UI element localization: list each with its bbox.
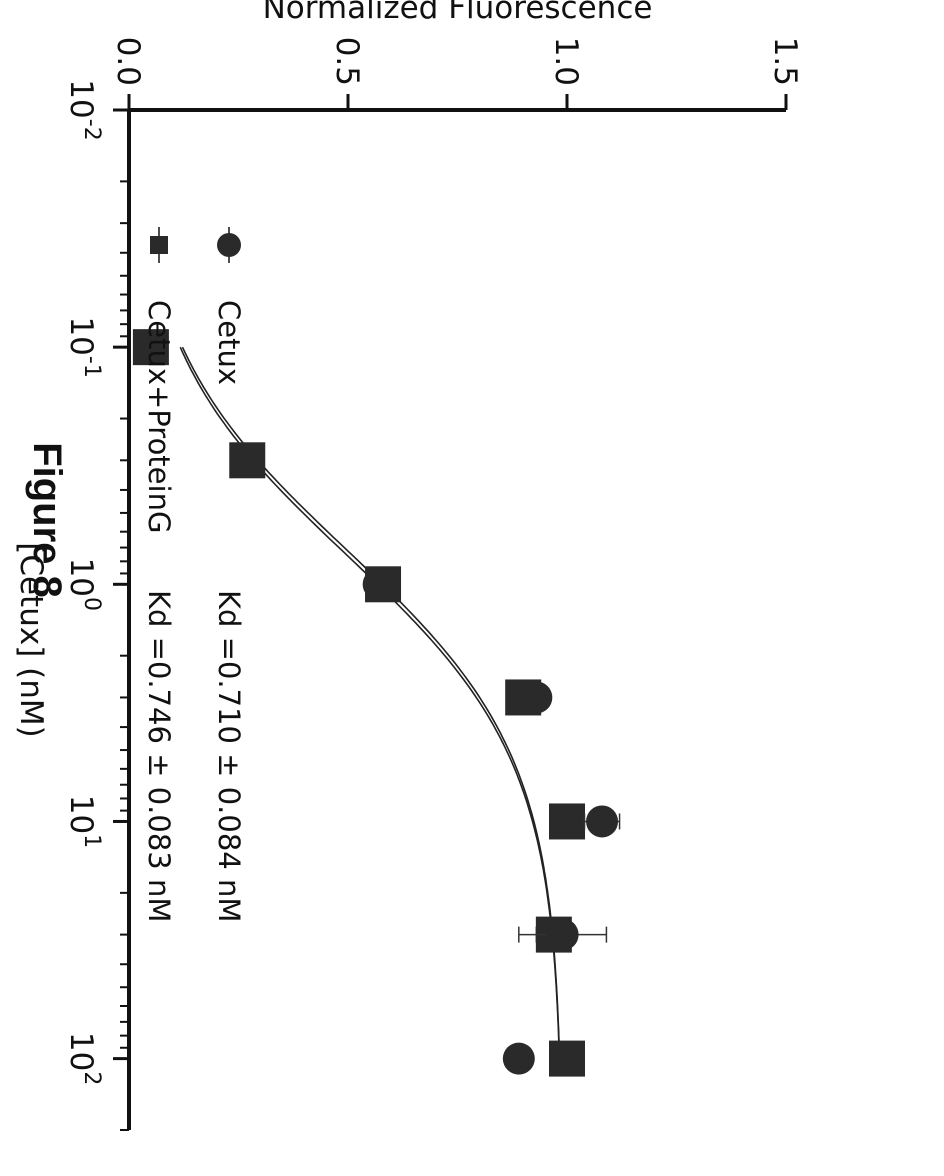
y-tick-label: 1.5 (767, 37, 803, 86)
y-tick-label: 0.5 (329, 37, 365, 86)
data-point-square (549, 1040, 585, 1077)
x-tick-exponent: -2 (79, 119, 104, 141)
data-point-circle (520, 681, 553, 714)
x-tick-base: 10 (63, 558, 99, 597)
legend-marker-circle (217, 233, 241, 257)
x-tick-base: 10 (63, 1032, 99, 1071)
data-point-circle (134, 331, 167, 364)
x-tick-base: 10 (63, 316, 99, 355)
y-axis-title: Normalized Fluorescence (263, 0, 653, 26)
x-tick-exponent: -1 (79, 356, 104, 378)
legend-kd-value: Kd =0.746 ± 0.083 nM (142, 590, 176, 922)
x-tick-label: 10-2 (63, 79, 104, 140)
data-point-circle (546, 918, 579, 951)
data-point-circle (362, 568, 395, 601)
x-tick-exponent: 0 (79, 597, 104, 611)
x-tick-label: 100 (63, 558, 104, 611)
legend: Cetux+ProteinG Kd =0.746 ± 0.083 nM Cetux K… (142, 227, 246, 922)
legend-kd-value: Kd =0.710 ± 0.084 nM (212, 590, 246, 922)
data-point-square (549, 803, 585, 840)
x-tick-exponent: 1 (79, 834, 104, 848)
data-point-circle (231, 444, 264, 477)
data-points (132, 329, 621, 1077)
x-tick-label: 102 (63, 1032, 104, 1085)
x-tick-base: 10 (63, 79, 99, 118)
x-tick-label: 101 (63, 795, 104, 848)
figure-title: Figure 8 (25, 442, 69, 598)
legend-marker-square (150, 236, 168, 254)
x-tick-label: 10-1 (63, 316, 104, 377)
y-tick-label: 0.0 (110, 37, 146, 86)
x-axis-title: [Cetux] (nM) (13, 542, 49, 738)
data-point-circle (586, 805, 619, 838)
data-point-circle (502, 1042, 535, 1075)
y-tick-label: 1.0 (548, 37, 584, 86)
x-tick-base: 10 (63, 795, 99, 834)
legend-series-name: Cetux (212, 300, 246, 385)
legend-series-name: Cetux+ProteinG (142, 300, 176, 533)
x-tick-exponent: 2 (79, 1071, 104, 1085)
